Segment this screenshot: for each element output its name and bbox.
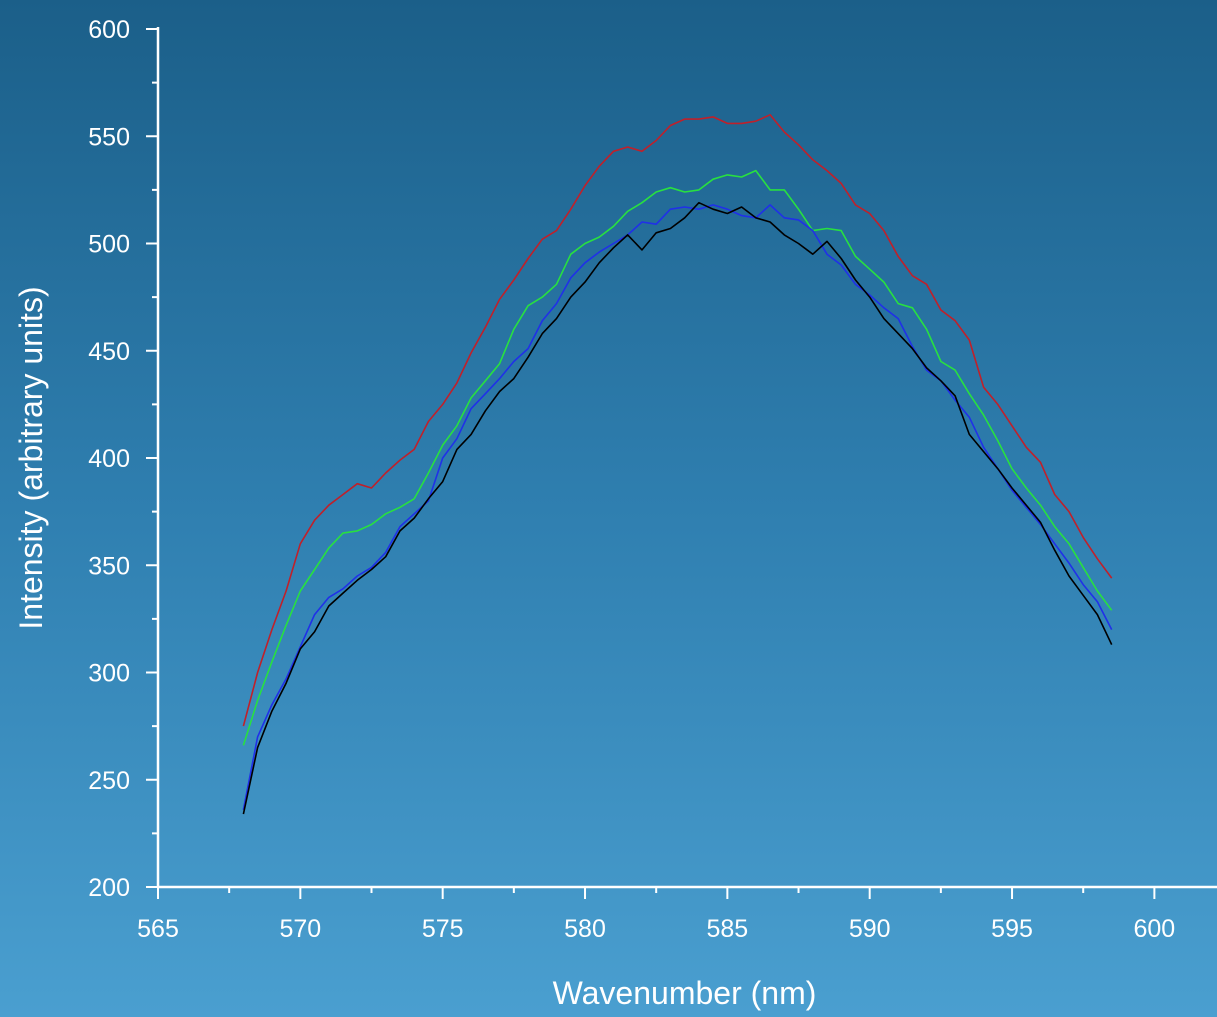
- x-tick-label: 565: [137, 915, 179, 943]
- x-tick-label: 575: [422, 915, 464, 943]
- x-tick-label: 595: [991, 915, 1033, 943]
- x-tick-label: 585: [706, 915, 748, 943]
- x-tick-label: 590: [849, 915, 891, 943]
- y-tick-label: 600: [88, 16, 130, 44]
- x-axis-title: Wavenumber (nm): [553, 975, 817, 1011]
- y-tick-label: 450: [88, 338, 130, 366]
- series-line-4: [242, 201, 1113, 815]
- y-axis-title: Intensity (arbitrary units): [13, 286, 49, 629]
- x-tick-label: 580: [564, 915, 606, 943]
- axes-layer: 200 250 300 350 400 450 500 550 600 565 570 575 580 5…: [88, 16, 1217, 943]
- y-tick-label: 500: [88, 231, 130, 259]
- x-tick-label: 570: [279, 915, 321, 943]
- y-tick-label: 550: [88, 123, 130, 151]
- x-tick-label: 600: [1134, 915, 1176, 943]
- series-line-1: [242, 114, 1113, 727]
- series-line-2: [242, 169, 1113, 746]
- y-tick-label: 250: [88, 767, 130, 795]
- y-tick-label: 350: [88, 552, 130, 580]
- corner-glow-decoration: [987, 0, 1217, 12]
- series-layer: [242, 114, 1113, 815]
- y-tick-label: 300: [88, 660, 130, 688]
- y-tick-label: 200: [88, 874, 130, 902]
- series-line-3: [242, 204, 1113, 810]
- y-tick-label: 400: [88, 445, 130, 473]
